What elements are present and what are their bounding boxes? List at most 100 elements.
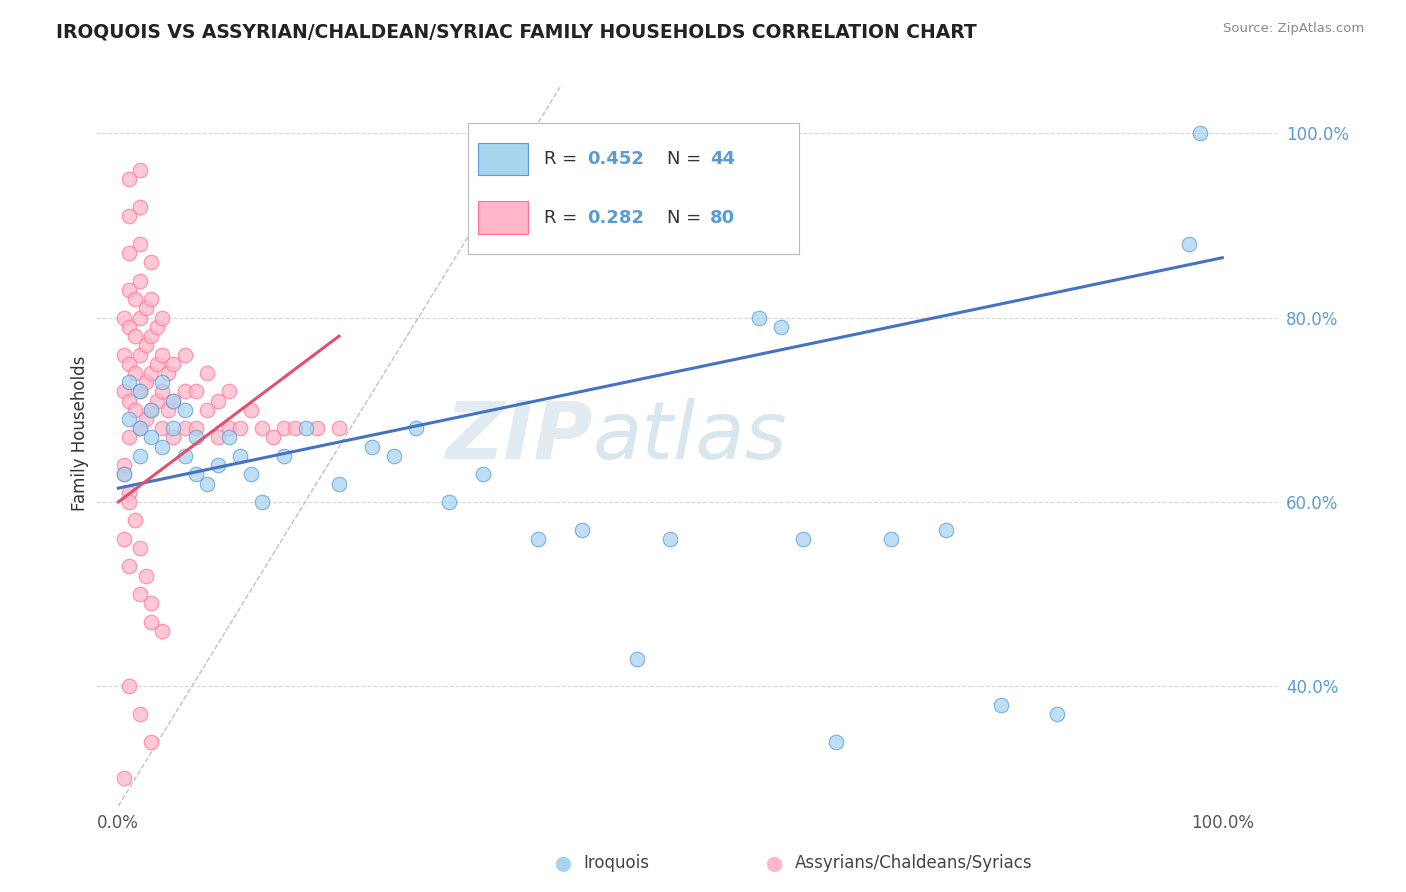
Point	[112, 772, 135, 786]
Point	[129, 421, 152, 435]
Point	[273, 421, 295, 435]
Point	[571, 523, 593, 537]
Point	[118, 485, 141, 500]
Point	[748, 310, 770, 325]
Point	[273, 449, 295, 463]
Point	[141, 402, 163, 417]
Point	[112, 458, 135, 472]
Point	[152, 310, 174, 325]
Point	[135, 338, 157, 352]
Point	[156, 402, 179, 417]
Point	[239, 467, 262, 482]
Point	[141, 366, 163, 380]
Point	[118, 412, 141, 426]
Point	[129, 706, 152, 721]
Point	[118, 495, 141, 509]
Point	[118, 246, 141, 260]
Point	[218, 421, 240, 435]
Point	[328, 476, 350, 491]
Point	[218, 430, 240, 444]
Text: atlas: atlas	[592, 398, 787, 475]
Point	[162, 421, 184, 435]
Text: Assyrians/Chaldeans/Syriacs: Assyrians/Chaldeans/Syriacs	[794, 855, 1032, 872]
Point	[152, 421, 174, 435]
Point	[141, 615, 163, 629]
Point	[118, 559, 141, 574]
Point	[162, 393, 184, 408]
Text: ⬤: ⬤	[554, 857, 571, 872]
Point	[173, 384, 195, 399]
Point	[146, 357, 169, 371]
Point	[129, 310, 152, 325]
Point	[146, 319, 169, 334]
Point	[659, 532, 682, 546]
Point	[129, 163, 152, 178]
Point	[361, 440, 384, 454]
Point	[112, 347, 135, 361]
Point	[118, 430, 141, 444]
Point	[825, 734, 848, 748]
Point	[262, 430, 284, 444]
Point	[305, 421, 328, 435]
Point	[112, 467, 135, 482]
Point	[135, 301, 157, 316]
Point	[129, 449, 152, 463]
Point	[129, 384, 152, 399]
Point	[250, 495, 273, 509]
Point	[129, 384, 152, 399]
Point	[129, 236, 152, 251]
Point	[124, 292, 146, 306]
Point	[135, 412, 157, 426]
Point	[1046, 706, 1069, 721]
Point	[124, 329, 146, 343]
Y-axis label: Family Households: Family Households	[72, 355, 89, 510]
Point	[195, 366, 218, 380]
Point	[527, 532, 550, 546]
Text: Source: ZipAtlas.com: Source: ZipAtlas.com	[1223, 22, 1364, 36]
Point	[382, 449, 405, 463]
Point	[112, 532, 135, 546]
Point	[229, 421, 252, 435]
Point	[118, 375, 141, 389]
Point	[184, 467, 207, 482]
Point	[1178, 236, 1201, 251]
Point	[792, 532, 814, 546]
Point	[218, 384, 240, 399]
Point	[229, 449, 252, 463]
Point	[173, 421, 195, 435]
Point	[135, 568, 157, 582]
Point	[195, 402, 218, 417]
Point	[129, 421, 152, 435]
Point	[124, 402, 146, 417]
Point	[129, 200, 152, 214]
Point	[118, 319, 141, 334]
Point	[152, 440, 174, 454]
Point	[141, 596, 163, 610]
Point	[184, 421, 207, 435]
Point	[129, 541, 152, 555]
Point	[626, 651, 648, 665]
Point	[184, 430, 207, 444]
Point	[124, 366, 146, 380]
Point	[118, 209, 141, 223]
Point	[118, 357, 141, 371]
Point	[118, 679, 141, 693]
Point	[141, 292, 163, 306]
Point	[112, 310, 135, 325]
Point	[990, 698, 1012, 712]
Point	[152, 347, 174, 361]
Point	[156, 366, 179, 380]
Text: ZIP: ZIP	[444, 398, 592, 475]
Point	[439, 495, 461, 509]
Point	[1189, 126, 1212, 140]
Point	[173, 347, 195, 361]
Point	[173, 402, 195, 417]
Text: ⬤: ⬤	[765, 857, 782, 872]
Point	[880, 532, 903, 546]
Point	[935, 523, 957, 537]
Point	[162, 430, 184, 444]
Point	[129, 347, 152, 361]
Point	[295, 421, 318, 435]
Point	[195, 476, 218, 491]
Text: IROQUOIS VS ASSYRIAN/CHALDEAN/SYRIAC FAMILY HOUSEHOLDS CORRELATION CHART: IROQUOIS VS ASSYRIAN/CHALDEAN/SYRIAC FAM…	[56, 22, 977, 41]
